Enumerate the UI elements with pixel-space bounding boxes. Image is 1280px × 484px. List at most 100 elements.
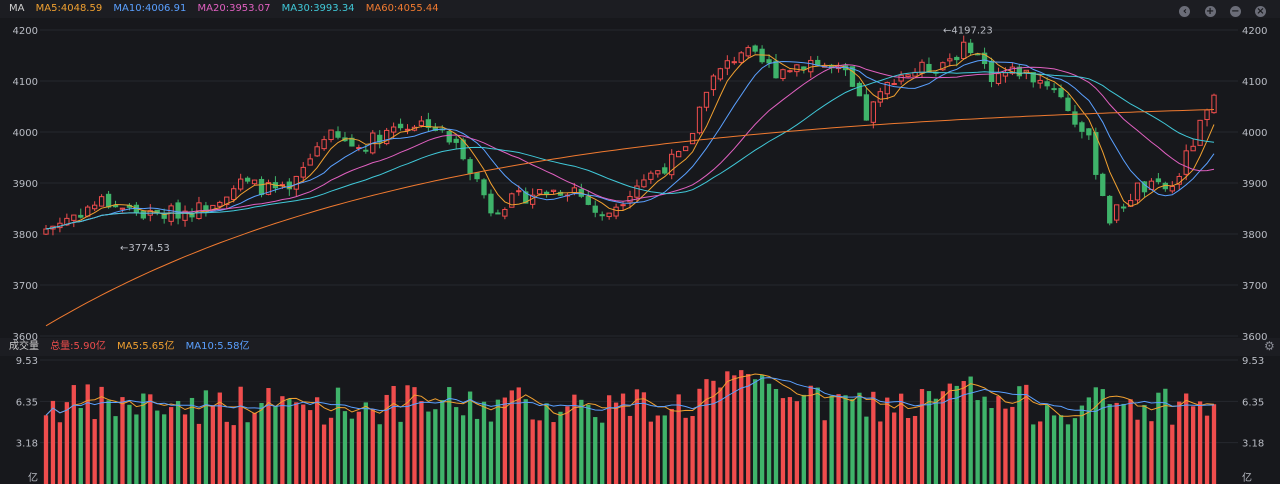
volume-tick-label-left: 3.18 xyxy=(16,439,38,450)
candle-body xyxy=(724,60,730,69)
volume-bar xyxy=(676,394,681,484)
volume-bar xyxy=(613,402,619,484)
candle-body xyxy=(634,185,640,198)
candle-body xyxy=(488,193,494,214)
ma5-label: MA5:4048.59 xyxy=(35,3,103,14)
price-tick-label-right: 3800 xyxy=(1242,230,1267,241)
zoom-in-icon[interactable]: + xyxy=(1204,6,1216,17)
volume-bar xyxy=(349,418,355,484)
volume-bar xyxy=(850,398,855,484)
candle-body xyxy=(238,178,244,190)
volume-bar xyxy=(787,397,793,484)
volume-bar xyxy=(440,400,445,484)
candle-body xyxy=(752,45,758,52)
volume-bar xyxy=(1170,424,1175,484)
volume-bar xyxy=(259,402,264,484)
volume-bar xyxy=(808,385,813,484)
volume-bar xyxy=(885,397,890,484)
price-tick-label-right: 3900 xyxy=(1242,179,1267,190)
volume-bar xyxy=(836,394,841,484)
volume-bar xyxy=(759,374,765,484)
volume-bar xyxy=(391,385,396,484)
volume-bar xyxy=(134,414,139,484)
candle-body xyxy=(1204,109,1210,121)
price-tick-label-right: 4200 xyxy=(1242,26,1267,37)
volume-total-label: 总量:5.90亿 xyxy=(50,341,106,352)
volume-bar xyxy=(426,411,431,484)
candle-body xyxy=(787,70,793,73)
candle-body xyxy=(773,60,779,79)
candle-body xyxy=(1100,173,1106,196)
volume-bar xyxy=(252,412,257,484)
volume-bar xyxy=(224,421,229,484)
volume-bar xyxy=(280,396,285,484)
candle-body xyxy=(1037,79,1043,84)
candle-body xyxy=(926,63,932,73)
candle-body xyxy=(988,60,995,83)
price-tick-label-left: 4100 xyxy=(13,77,38,88)
candle-body xyxy=(968,42,974,54)
scroll-left-icon[interactable]: ‹ xyxy=(1179,6,1191,17)
candle-body xyxy=(898,74,904,82)
volume-bar xyxy=(690,416,695,484)
volume-bar xyxy=(537,420,542,484)
candle-body xyxy=(1114,204,1120,221)
volume-bar xyxy=(558,411,563,484)
candle-body xyxy=(210,204,216,212)
candle-body xyxy=(43,228,49,235)
candle-body xyxy=(738,52,744,63)
volume-bar xyxy=(1031,424,1036,484)
gear-icon[interactable]: ⚙ xyxy=(1264,339,1275,353)
volume-bar xyxy=(523,399,528,484)
volume-bar xyxy=(634,389,640,484)
volume-bar xyxy=(725,371,730,484)
zoom-out-icon[interactable]: − xyxy=(1229,6,1241,17)
low-annotation: ←3774.53 xyxy=(120,243,170,254)
candle-body xyxy=(182,210,188,221)
volume-bar xyxy=(294,402,299,484)
candle-body xyxy=(815,59,821,66)
volume-bar xyxy=(1003,408,1008,484)
volume-bar xyxy=(71,385,76,484)
volume-bar xyxy=(245,422,250,484)
volume-bar xyxy=(801,394,806,484)
volume-bar xyxy=(746,374,751,484)
candle-body xyxy=(870,101,876,123)
volume-bar xyxy=(530,419,535,484)
volume-bar xyxy=(669,408,674,484)
candle-body xyxy=(1211,94,1217,114)
ma10-label: MA10:4006.91 xyxy=(113,3,187,14)
ma60-label: MA60:4055.44 xyxy=(365,3,439,14)
volume-bar xyxy=(481,401,487,484)
volume-bar xyxy=(398,421,403,484)
volume-bar xyxy=(217,392,222,484)
volume-legend: 成交量 总量:5.90亿 MA5:5.65亿 MA10:5.58亿 xyxy=(0,338,1280,356)
volume-bar xyxy=(342,411,348,484)
candle-body xyxy=(64,217,70,226)
candle-body xyxy=(390,126,397,133)
volume-bar xyxy=(683,417,688,484)
volume-bar xyxy=(509,390,514,484)
volume-bar xyxy=(905,417,911,484)
candle-body xyxy=(676,151,682,158)
volume-bar xyxy=(50,400,56,484)
volume-bar xyxy=(64,402,70,484)
volume-bar xyxy=(641,392,647,484)
candle-body xyxy=(418,120,425,126)
candle-body xyxy=(620,204,626,207)
volume-bar xyxy=(273,406,278,484)
volume-bar xyxy=(593,417,598,484)
candle-body xyxy=(495,212,501,215)
close-icon[interactable]: × xyxy=(1255,6,1266,17)
volume-bar xyxy=(1142,404,1147,484)
candle-body xyxy=(877,91,883,103)
volume-bar xyxy=(892,412,897,484)
volume-bar xyxy=(356,411,362,484)
candle-body xyxy=(961,41,967,60)
ma20-label: MA20:3953.07 xyxy=(197,3,271,14)
candle-body xyxy=(502,209,508,217)
candle-body xyxy=(599,214,605,217)
candle-body xyxy=(71,214,77,221)
volume-bar xyxy=(572,394,577,484)
